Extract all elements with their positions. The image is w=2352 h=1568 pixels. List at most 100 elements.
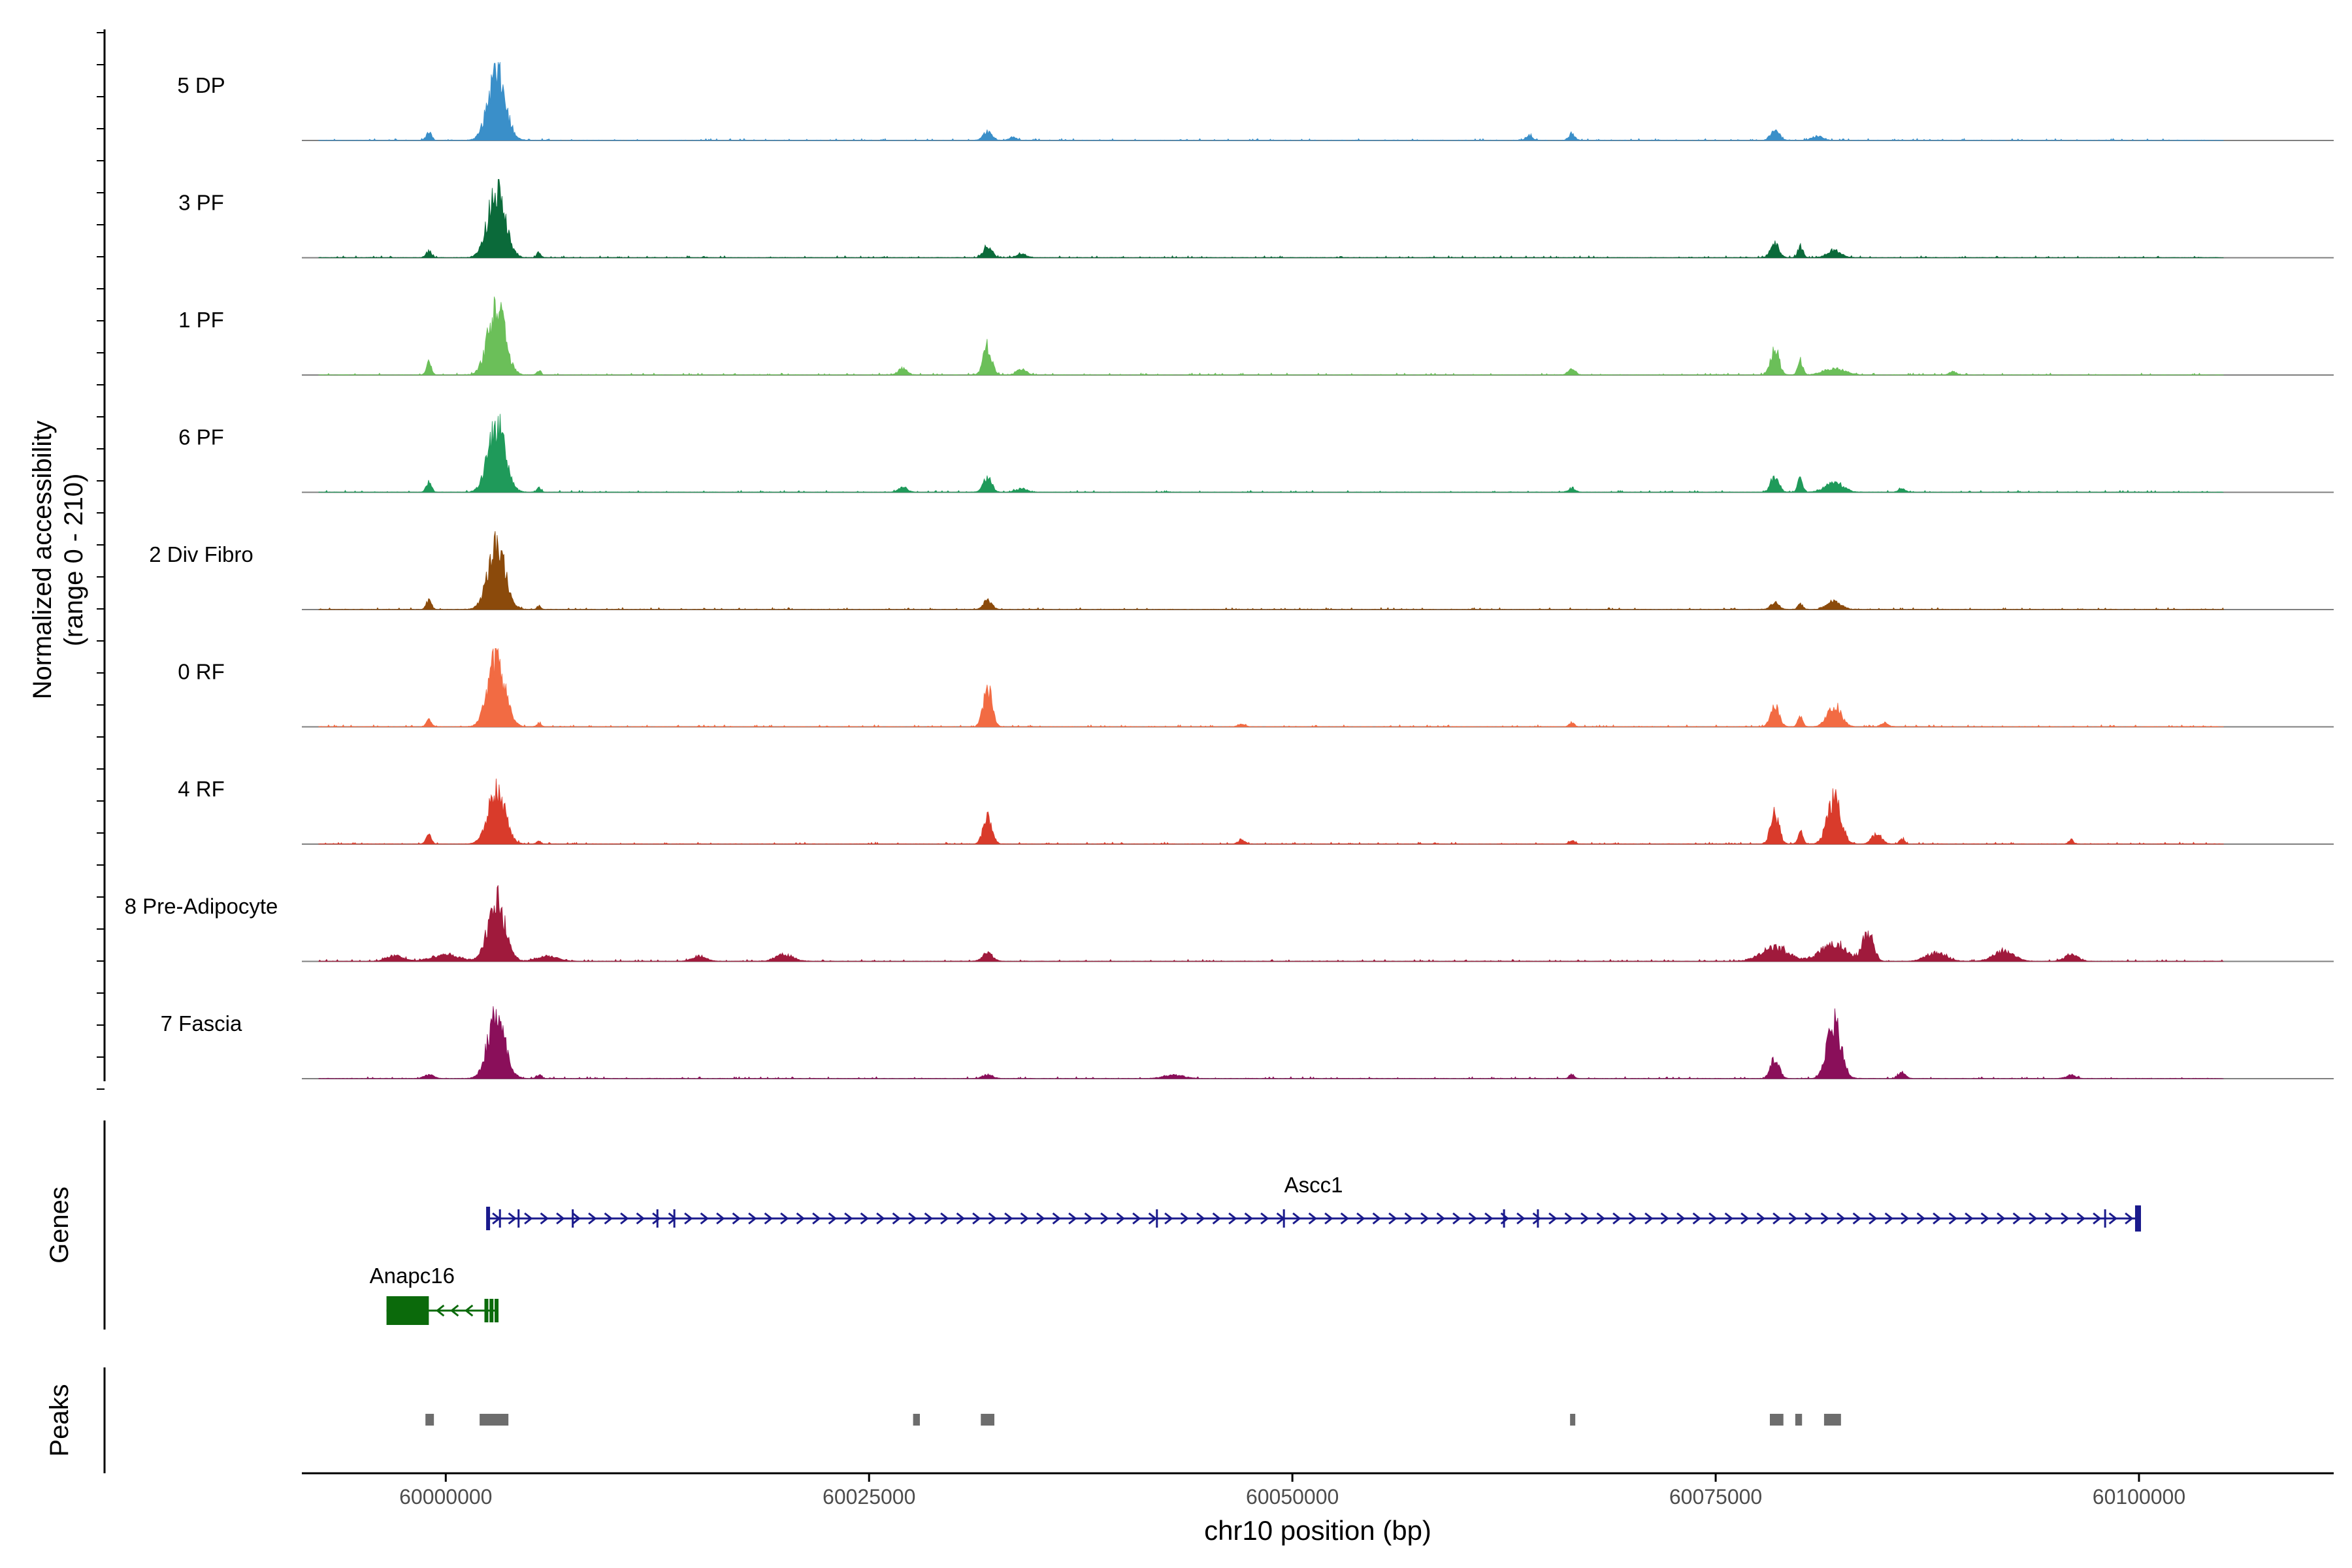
strand-arrow: [1308, 1212, 1317, 1225]
strand-arrow: [1692, 1212, 1701, 1225]
strand-arrow: [1404, 1212, 1413, 1225]
x-tick-label: 60025000: [823, 1485, 915, 1509]
strand-arrow: [716, 1212, 725, 1225]
strand-arrow: [844, 1212, 853, 1225]
strand-arrow: [796, 1212, 805, 1225]
ascc1-exon: [1503, 1209, 1505, 1228]
strand-arrow: [892, 1212, 901, 1225]
x-tick-label: 60000000: [399, 1485, 492, 1509]
strand-arrow: [956, 1212, 965, 1225]
strand-arrow: [1196, 1212, 1205, 1225]
strand-arrow: [1484, 1212, 1494, 1225]
strand-arrow: [988, 1212, 997, 1225]
strand-arrow: [1756, 1212, 1765, 1225]
y-axis-ticks: [97, 32, 105, 1090]
strand-arrow: [732, 1212, 741, 1225]
strand-arrow: [812, 1212, 821, 1225]
strand-arrow: [1837, 1212, 1846, 1225]
strand-arrow: [1228, 1212, 1237, 1225]
coverage-area: [318, 778, 2224, 845]
anapc16-exon-block: [386, 1296, 429, 1325]
strand-arrow: [524, 1212, 533, 1225]
strand-arrow: [684, 1212, 693, 1225]
strand-arrow: [1708, 1212, 1718, 1225]
x-tick-label: 60075000: [1669, 1485, 1762, 1509]
track-label: 2 Div Fibro: [149, 542, 253, 566]
coverage-track-7: 8 Pre-Adipocyte: [125, 885, 2334, 962]
peak-region: [913, 1414, 920, 1426]
gene-label-ascc1: Ascc1: [1284, 1173, 1343, 1197]
strand-arrow: [972, 1212, 981, 1225]
strand-arrow: [1100, 1212, 1109, 1225]
ascc1-exon: [486, 1207, 491, 1230]
strand-arrow: [2125, 1212, 2134, 1225]
strand-arrow: [1116, 1212, 1125, 1225]
track-label: 3 PF: [178, 191, 224, 215]
peak-region: [425, 1414, 434, 1426]
strand-arrow: [1036, 1212, 1045, 1225]
strand-arrow: [1516, 1212, 1526, 1225]
strand-arrow: [1820, 1212, 1829, 1225]
strand-arrow: [604, 1212, 613, 1225]
strand-arrow: [2061, 1212, 2070, 1225]
strand-arrow: [1052, 1212, 1061, 1225]
strand-arrow: [1548, 1212, 1558, 1225]
strand-arrow: [1772, 1212, 1782, 1225]
track-label: 5 DP: [177, 73, 225, 97]
strand-arrow: [1612, 1212, 1622, 1225]
strand-arrow: [1244, 1212, 1253, 1225]
track-label: 8 Pre-Adipocyte: [125, 894, 278, 919]
anapc16-exon: [489, 1299, 494, 1322]
x-axis-label: chr10 position (bp): [1204, 1515, 1431, 1546]
y-axis-label-line1: Normalized accessibility: [28, 421, 57, 700]
track-label: 0 RF: [178, 660, 225, 684]
strand-arrow: [2012, 1212, 2021, 1225]
strand-arrow: [1884, 1212, 1893, 1225]
x-axis: 60000000 60025000 60050000 60075000 60100000: [302, 1472, 2334, 1509]
strand-arrow: [700, 1212, 709, 1225]
strand-arrow: [780, 1212, 789, 1225]
strand-arrow: [508, 1212, 517, 1225]
strand-arrow: [1916, 1212, 1925, 1225]
track-label: 7 Fascia: [161, 1011, 242, 1036]
x-tick-label: 60050000: [1246, 1485, 1339, 1509]
peak-region: [480, 1414, 509, 1426]
ascc1-exon: [1282, 1209, 1285, 1228]
strand-arrow: [1148, 1212, 1157, 1225]
strand-arrow: [435, 1304, 445, 1317]
strand-arrow: [1212, 1212, 1221, 1225]
strand-arrow: [2029, 1212, 2038, 1225]
strand-arrow: [464, 1304, 474, 1317]
strand-arrow: [940, 1212, 949, 1225]
strand-arrow: [1260, 1212, 1269, 1225]
ascc1-exon: [572, 1209, 574, 1228]
track-label: 4 RF: [178, 777, 225, 801]
coverage-area: [318, 885, 2224, 962]
strand-arrow: [1901, 1212, 1910, 1225]
strand-arrow: [1452, 1212, 1462, 1225]
strand-arrow: [1788, 1212, 1797, 1225]
strand-arrow: [1004, 1212, 1013, 1225]
coverage-track-4: 2 Div Fibro: [149, 531, 2334, 610]
coverage-track-6: 4 RF: [178, 777, 2334, 845]
ascc1-exon: [673, 1209, 676, 1228]
strand-arrow: [1180, 1212, 1189, 1225]
track-label: 1 PF: [178, 308, 224, 332]
strand-arrow: [828, 1212, 837, 1225]
strand-arrow: [1372, 1212, 1381, 1225]
strand-arrow: [1948, 1212, 1957, 1225]
genes-label: Genes: [45, 1186, 74, 1264]
strand-arrow: [908, 1212, 917, 1225]
strand-arrow: [2044, 1212, 2053, 1225]
peak-region: [981, 1414, 994, 1426]
strand-arrow: [1292, 1212, 1301, 1225]
anapc16-exon: [495, 1299, 499, 1322]
coverage-track-2: 1 PF: [178, 296, 2334, 376]
coverage-area: [318, 648, 2224, 728]
coverage-area: [318, 1006, 2224, 1079]
strand-arrow: [1356, 1212, 1365, 1225]
strand-arrow: [2093, 1212, 2102, 1225]
ascc1-exon: [517, 1209, 520, 1228]
strand-arrow: [1532, 1212, 1541, 1225]
peaks-label: Peaks: [45, 1384, 74, 1456]
